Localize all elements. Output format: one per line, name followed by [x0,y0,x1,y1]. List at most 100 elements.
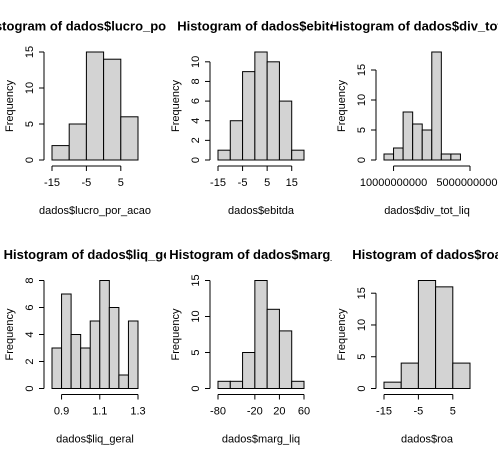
bar [80,347,91,389]
bar [229,120,244,161]
y-tick-label: 5 [356,127,368,133]
bar [421,129,433,161]
x-tick-label: 60 [298,405,310,417]
y-tick-label: 0 [356,385,368,391]
x-tick-label: 1.3 [130,405,145,417]
bar [89,320,101,389]
y-tick-label: 0 [190,385,202,391]
chart-title: Histogram of dados$roa [352,247,498,262]
x-tick-label: 0.9 [54,405,69,417]
x-axis-label: dados$ebitda [228,205,295,217]
y-axis-label: Frequency [4,80,16,132]
y-axis-label: Frequency [4,308,16,360]
histogram-panel: Histogram of dados$ebitda dados$ebitda Fre… [170,18,332,217]
bar [291,380,305,390]
x-tick-label: 5 [118,177,124,189]
bar [127,320,139,389]
bar [254,51,268,161]
bar [217,380,231,390]
y-tick-label: 15 [24,46,36,58]
bar [291,149,305,161]
y-tick-label: 2 [190,137,202,143]
histogram-panel: Histogram of dados$marg_liq dados$marg_li… [169,247,353,445]
y-tick-label: 10 [190,310,202,322]
bar [217,149,231,161]
y-tick-label: 10 [24,82,36,94]
x-axis-label: dados$liq_geral [56,433,134,445]
histogram-panel: Histogram of dados$lucro_por_acao dados$l… [0,18,208,217]
bar [450,153,461,161]
y-tick-label: 6 [24,304,36,310]
bar [70,334,82,389]
bar [400,362,419,390]
bar [61,293,72,389]
y-tick-label: 5 [24,121,36,127]
y-tick-label: 15 [190,274,202,286]
bar [266,61,280,161]
y-axis-label: Frequency [336,308,348,360]
x-axis-label: dados$marg_liq [222,433,300,445]
x-tick-label: -20 [247,405,263,417]
bar [383,381,402,390]
x-axis-label: dados$roa [401,433,454,445]
x-axis-label: dados$lucro_por_acao [39,205,151,217]
x-tick-label: 5 [450,405,456,417]
y-tick-label: 15 [356,287,368,299]
bar [51,347,63,389]
bar [402,111,414,161]
bar [99,280,110,389]
y-tick-label: 6 [190,98,202,104]
y-tick-label: 4 [24,331,36,337]
x-tick-label: 1.1 [92,405,107,417]
bar [242,352,256,389]
x-tick-label: 15 [286,177,298,189]
chart-title: Histogram of dados$lucro_por_acao [0,18,208,33]
y-tick-label: 15 [356,64,368,76]
bar [278,330,293,389]
x-tick-label: -80 [210,405,226,417]
x-tick-label: -5 [414,405,424,417]
x-tick-label: 10000000000 [360,177,427,189]
y-tick-label: 10 [190,56,202,68]
chart-title: Histogram of dados$liq_geral [4,247,187,262]
y-tick-label: 4 [190,118,202,124]
bar [440,153,452,161]
y-tick-label: 8 [24,277,36,283]
bar [108,307,120,389]
x-tick-label: 50000000000 [436,177,498,189]
x-tick-label: -15 [376,405,392,417]
y-tick-label: 0 [24,385,36,391]
y-tick-label: 0 [24,157,36,163]
x-axis-label: dados$div_tot_liq [384,205,470,217]
x-tick-label: 20 [273,405,285,417]
x-tick-label: -15 [210,177,226,189]
bar [417,280,437,389]
bar [242,71,256,161]
y-tick-label: 2 [24,358,36,364]
bar [452,362,471,390]
y-tick-label: 10 [356,319,368,331]
bar [229,380,244,390]
y-axis-label: Frequency [170,308,182,360]
bar [118,374,129,389]
y-tick-label: 10 [356,94,368,106]
y-axis-label: Frequency [336,80,348,132]
bar [254,280,268,389]
chart-title: Histogram of dados$marg_liq [169,247,353,262]
y-tick-label: 5 [356,354,368,360]
y-axis-label: Frequency [170,80,182,132]
bar [278,100,293,161]
x-tick-label: 5 [264,177,270,189]
y-tick-label: 0 [356,157,368,163]
bar [266,308,280,389]
bar [435,286,454,389]
bar [383,153,395,161]
bar [393,147,404,161]
x-tick-label: -5 [82,177,92,189]
bar [85,51,105,161]
bar [412,123,423,161]
histogram-panel: Histogram of dados$liq_geral dados$liq_ge… [4,247,187,445]
y-tick-label: 0 [190,157,202,163]
y-tick-label: 5 [190,349,202,355]
